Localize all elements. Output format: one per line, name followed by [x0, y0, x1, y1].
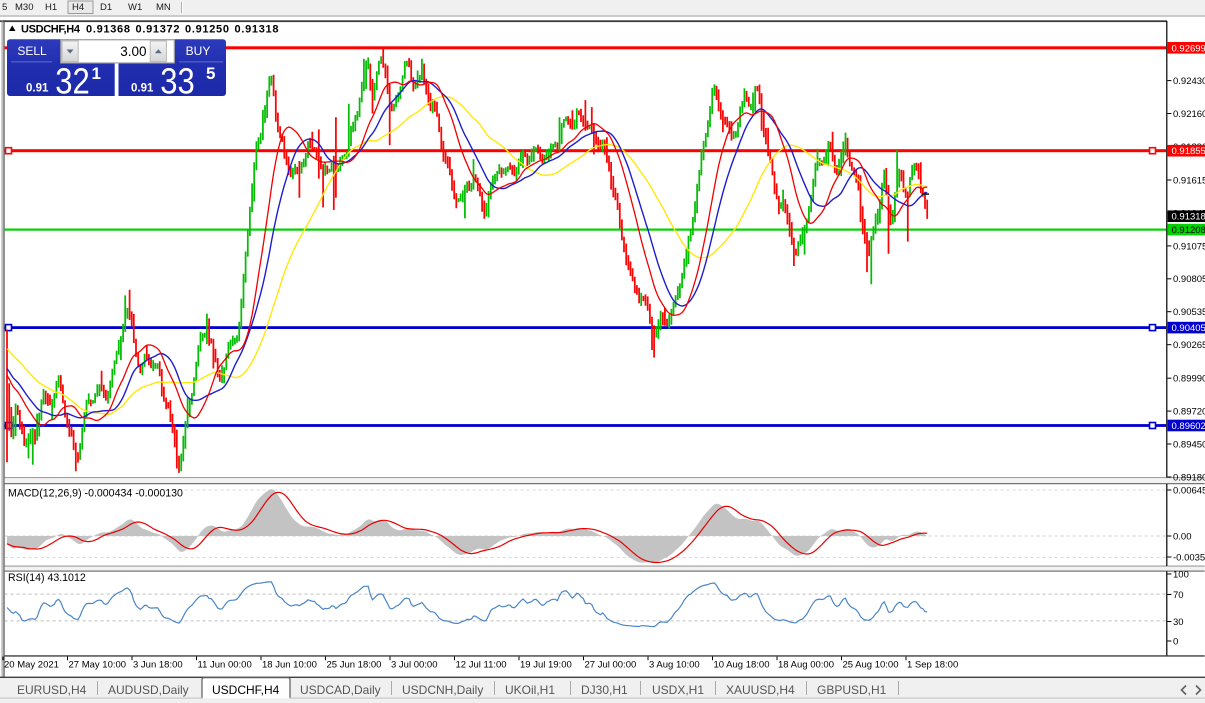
svg-text:0.91: 0.91: [131, 83, 154, 95]
svg-text:USDCNH,Daily: USDCNH,Daily: [402, 683, 483, 697]
svg-text:10 Aug 18:00: 10 Aug 18:00: [714, 660, 770, 671]
svg-text:0.91615: 0.91615: [1173, 175, 1205, 186]
svg-text:0.91250: 0.91250: [185, 24, 229, 36]
svg-text:AUDUSD,Daily: AUDUSD,Daily: [108, 683, 189, 697]
svg-text:25 Aug 10:00: 25 Aug 10:00: [843, 660, 899, 671]
svg-text:19 Jul 19:00: 19 Jul 19:00: [520, 660, 572, 671]
svg-text:MACD(12,26,9) -0.000434 -0.000: MACD(12,26,9) -0.000434 -0.000130: [8, 488, 183, 500]
svg-text:XAUUSD,H4: XAUUSD,H4: [726, 683, 795, 697]
svg-text:0.91855: 0.91855: [1172, 146, 1205, 157]
svg-text:0.89450: 0.89450: [1173, 439, 1205, 450]
svg-text:0.91372: 0.91372: [136, 24, 180, 36]
svg-text:H4: H4: [72, 2, 84, 13]
svg-text:3 Jun 18:00: 3 Jun 18:00: [133, 660, 183, 671]
svg-text:0.91368: 0.91368: [86, 24, 130, 36]
svg-text:11 Jun 00:00: 11 Jun 00:00: [198, 660, 252, 671]
svg-text:1: 1: [92, 64, 101, 83]
svg-text:0.89180: 0.89180: [1173, 472, 1205, 483]
svg-text:100: 100: [1173, 569, 1189, 580]
svg-text:W1: W1: [128, 2, 142, 13]
svg-text:D1: D1: [100, 2, 112, 13]
svg-text:USDCHF,H4: USDCHF,H4: [212, 683, 280, 697]
svg-text:0.92430: 0.92430: [1173, 76, 1205, 87]
svg-text:33: 33: [160, 61, 195, 102]
svg-text:USDCHF,H4: USDCHF,H4: [21, 24, 81, 36]
svg-text:27 May 10:00: 27 May 10:00: [69, 660, 127, 671]
svg-text:BUY: BUY: [186, 44, 211, 58]
svg-text:0.92699: 0.92699: [1172, 43, 1205, 54]
svg-text:0.89990: 0.89990: [1173, 374, 1205, 385]
svg-text:27 Jul 00:00: 27 Jul 00:00: [585, 660, 637, 671]
svg-text:30: 30: [1173, 617, 1184, 628]
svg-text:MN: MN: [156, 2, 171, 13]
svg-text:0.91: 0.91: [26, 83, 49, 95]
svg-text:-0.00350: -0.00350: [1173, 552, 1205, 563]
svg-text:M30: M30: [15, 2, 33, 13]
svg-text:1 Sep 18:00: 1 Sep 18:00: [907, 660, 958, 671]
svg-text:GBPUSD,H1: GBPUSD,H1: [817, 683, 887, 697]
svg-text:EURUSD,H4: EURUSD,H4: [17, 683, 87, 697]
svg-text:18 Jun 10:00: 18 Jun 10:00: [262, 660, 317, 671]
svg-text:0.00: 0.00: [1173, 531, 1192, 542]
svg-text:25 Jun 18:00: 25 Jun 18:00: [327, 660, 382, 671]
svg-text:20 May 2021: 20 May 2021: [4, 660, 59, 671]
svg-text:70: 70: [1173, 590, 1184, 601]
svg-text:0: 0: [1173, 636, 1178, 647]
svg-text:UKOil,H1: UKOil,H1: [505, 683, 555, 697]
svg-text:0.90535: 0.90535: [1173, 307, 1205, 318]
svg-text:USDCAD,Daily: USDCAD,Daily: [300, 683, 381, 697]
svg-text:0.00645: 0.00645: [1173, 485, 1205, 496]
svg-text:5: 5: [206, 64, 215, 83]
svg-text:3 Aug 10:00: 3 Aug 10:00: [649, 660, 700, 671]
svg-text:DJ30,H1: DJ30,H1: [581, 683, 628, 697]
svg-text:32: 32: [55, 61, 90, 102]
svg-text:0.89602: 0.89602: [1172, 421, 1205, 432]
svg-text:0.91075: 0.91075: [1173, 241, 1205, 252]
svg-text:3.00: 3.00: [120, 44, 146, 59]
svg-text:5: 5: [2, 2, 7, 13]
svg-text:SELL: SELL: [17, 44, 47, 58]
svg-text:0.90805: 0.90805: [1173, 274, 1205, 285]
svg-text:0.90265: 0.90265: [1173, 340, 1205, 351]
svg-text:H1: H1: [45, 2, 57, 13]
svg-text:USDX,H1: USDX,H1: [652, 683, 704, 697]
svg-text:0.91318: 0.91318: [235, 24, 279, 36]
svg-text:0.89720: 0.89720: [1173, 407, 1205, 418]
svg-text:18 Aug 00:00: 18 Aug 00:00: [778, 660, 834, 671]
svg-text:0.91318: 0.91318: [1172, 212, 1205, 223]
svg-text:RSI(14) 43.1012: RSI(14) 43.1012: [8, 572, 86, 584]
svg-text:12 Jul 11:00: 12 Jul 11:00: [456, 660, 507, 671]
svg-text:3 Jul 00:00: 3 Jul 00:00: [391, 660, 437, 671]
svg-text:0.90405: 0.90405: [1172, 323, 1205, 334]
svg-text:0.91208: 0.91208: [1172, 225, 1205, 236]
svg-text:0.92160: 0.92160: [1173, 109, 1205, 120]
